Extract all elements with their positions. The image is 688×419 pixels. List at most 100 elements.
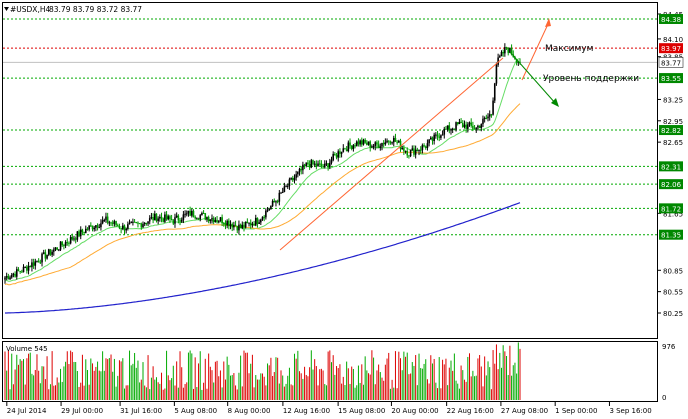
candle-body[interactable] — [510, 47, 513, 55]
candle-body[interactable] — [91, 225, 94, 230]
candle-body[interactable] — [446, 125, 449, 130]
candle-body[interactable] — [458, 121, 461, 125]
candle-body[interactable] — [78, 231, 80, 237]
candle-body[interactable] — [288, 179, 291, 186]
candle-body[interactable] — [204, 213, 207, 220]
candle-body[interactable] — [152, 217, 154, 221]
candle-body[interactable] — [283, 186, 286, 192]
candle-body[interactable] — [367, 141, 370, 145]
candle-body[interactable] — [256, 217, 259, 225]
candle-body[interactable] — [64, 242, 67, 246]
candle-body[interactable] — [364, 139, 366, 143]
candle-body[interactable] — [261, 216, 264, 220]
candle-body[interactable] — [337, 151, 340, 158]
candle-body[interactable] — [147, 221, 149, 224]
candle-body[interactable] — [164, 214, 166, 222]
candle-body[interactable] — [122, 225, 124, 230]
candle-body[interactable] — [98, 227, 101, 229]
candle-body[interactable] — [127, 224, 129, 229]
candle-body[interactable] — [320, 163, 323, 167]
candle-body[interactable] — [229, 224, 232, 227]
candle-body[interactable] — [300, 168, 303, 171]
candle-body[interactable] — [483, 117, 486, 119]
candle-body[interactable] — [145, 223, 148, 225]
candle-body[interactable] — [504, 47, 506, 54]
candle-body[interactable] — [224, 223, 227, 226]
candle-body[interactable] — [482, 118, 484, 125]
candle-body[interactable] — [199, 215, 202, 220]
candle-body[interactable] — [216, 219, 218, 222]
candle-body[interactable] — [413, 148, 415, 155]
candle-body[interactable] — [443, 128, 446, 135]
candle-body[interactable] — [83, 232, 85, 234]
candle-body[interactable] — [74, 238, 77, 240]
candle-body[interactable] — [344, 148, 346, 150]
candle-body[interactable] — [430, 137, 432, 140]
candle-body[interactable] — [54, 247, 57, 250]
candle-body[interactable] — [381, 142, 383, 147]
candle-body[interactable] — [209, 219, 212, 222]
candle-body[interactable] — [392, 137, 395, 143]
candle-body[interactable] — [332, 153, 334, 161]
candle-body[interactable] — [167, 216, 170, 220]
candle-body[interactable] — [473, 128, 476, 130]
candle-body[interactable] — [194, 216, 196, 219]
candle-body[interactable] — [433, 134, 435, 142]
candle-body[interactable] — [500, 52, 503, 57]
candle-body[interactable] — [467, 124, 469, 129]
candle-body[interactable] — [519, 61, 521, 63]
candle-body[interactable] — [492, 100, 494, 115]
candle-body[interactable] — [408, 155, 410, 157]
candle-body[interactable] — [371, 146, 373, 148]
candle-body[interactable] — [298, 168, 301, 172]
candle-body[interactable] — [130, 221, 133, 224]
candle-body[interactable] — [268, 209, 271, 211]
candle-body[interactable] — [79, 229, 82, 237]
candle-body[interactable] — [219, 217, 222, 222]
candlesticks[interactable] — [4, 43, 521, 284]
candle-body[interactable] — [396, 141, 398, 143]
candle-body[interactable] — [120, 228, 122, 230]
candle-body[interactable] — [159, 216, 161, 219]
candle-body[interactable] — [376, 142, 378, 145]
candle-body[interactable] — [111, 222, 114, 224]
candle-body[interactable] — [445, 128, 447, 130]
candle-body[interactable] — [170, 218, 173, 221]
candle-body[interactable] — [409, 150, 412, 157]
candle-body[interactable] — [362, 139, 365, 145]
candle-body[interactable] — [334, 153, 336, 156]
candle-body[interactable] — [424, 146, 427, 149]
candle-body[interactable] — [63, 245, 65, 247]
symbol-dropdown-icon[interactable] — [4, 7, 9, 11]
candle-body[interactable] — [116, 225, 119, 227]
candle-body[interactable] — [46, 254, 48, 259]
candle-body[interactable] — [66, 242, 69, 244]
candle-body[interactable] — [93, 227, 95, 230]
candle-body[interactable] — [88, 225, 90, 230]
candle-body[interactable] — [374, 142, 377, 147]
candle-body[interactable] — [480, 124, 483, 128]
candle-body[interactable] — [175, 215, 178, 218]
candle-body[interactable] — [133, 221, 136, 223]
candle-body[interactable] — [435, 134, 437, 136]
candle-body[interactable] — [108, 222, 111, 224]
candle-body[interactable] — [246, 221, 249, 223]
candle-body[interactable] — [248, 222, 250, 224]
candle-body[interactable] — [350, 145, 353, 149]
candle-body[interactable] — [456, 122, 459, 125]
candle-body[interactable] — [103, 219, 106, 221]
candle-body[interactable] — [406, 150, 409, 156]
candle-body[interactable] — [357, 141, 360, 145]
candle-body[interactable] — [42, 252, 45, 254]
candle-body[interactable] — [113, 221, 116, 224]
candle-body[interactable] — [419, 149, 422, 151]
candle-body[interactable] — [382, 142, 385, 145]
candle-body[interactable] — [313, 163, 316, 165]
candle-body[interactable] — [354, 145, 356, 147]
candle-body[interactable] — [24, 266, 26, 268]
candle-body[interactable] — [366, 142, 368, 145]
candle-body[interactable] — [7, 276, 10, 280]
candle-body[interactable] — [234, 224, 237, 227]
candle-body[interactable] — [148, 218, 151, 222]
candle-body[interactable] — [372, 146, 375, 148]
